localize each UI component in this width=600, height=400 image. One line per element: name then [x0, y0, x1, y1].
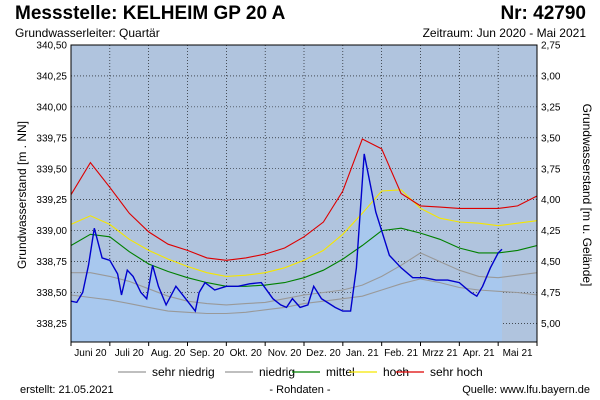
y-tick-label-left: 339,75 [36, 133, 67, 144]
x-tick-label: Jan. 21 [346, 348, 379, 359]
y-tick-label-left: 339,50 [36, 164, 67, 175]
axis-ticks: 338,25 5,00 338,50 4,75 338,75 4,50 339,00 4,25… [36, 41, 560, 360]
station-title: Messstelle: KELHEIM GP 20 A [15, 3, 286, 24]
legend-label: niedrig [259, 365, 295, 379]
source-link[interactable]: Quelle: www.lfu.bayern.de [462, 384, 590, 396]
x-tick-label: Apr. 21 [463, 348, 495, 359]
y-tick-label-left: 338,25 [36, 319, 67, 330]
y-tick-label-left: 339,00 [36, 226, 67, 237]
y-tick-label-left: 340,50 [36, 41, 67, 52]
period-label: Zeitraum: Jun 2020 - Mai 2021 [422, 26, 586, 40]
legend-label: mittel [326, 365, 355, 379]
legend: sehr niedrig niedrig mittel hoch sehr hoch [118, 365, 483, 379]
y-tick-label-right: 3,25 [541, 102, 561, 113]
y-tick-label-left: 340,00 [36, 102, 67, 113]
y-tick-label-left: 338,50 [36, 288, 67, 299]
series-line-mittel [71, 227, 537, 287]
series-line-sehr-hoch [71, 138, 537, 261]
x-tick-label: Okt. 20 [230, 348, 263, 359]
y-tick-label-right: 3,00 [541, 71, 561, 82]
y-tick-label-right: 3,75 [541, 164, 561, 175]
y-tick-label-right: 4,50 [541, 257, 561, 268]
series-line-hoch [71, 189, 537, 277]
legend-label: sehr hoch [430, 365, 483, 379]
y-tick-label-right: 5,00 [541, 319, 561, 330]
created-date: erstellt: 21.05.2021 [20, 384, 114, 396]
x-tick-label: Juni 20 [74, 348, 107, 359]
y-tick-label-right: 3,50 [541, 133, 561, 144]
x-tick-label: Nov. 20 [268, 348, 302, 359]
station-number: Nr: 42790 [500, 3, 586, 24]
x-tick-label: Mai 21 [503, 348, 533, 359]
x-tick-label: Feb. 21 [384, 348, 418, 359]
x-tick-label: Mrzz 21 [422, 348, 458, 359]
aquifer-label: Grundwasserleiter: Quartär [15, 26, 160, 40]
x-tick-label: Juli 20 [115, 348, 144, 359]
legend-label: sehr niedrig [152, 365, 215, 379]
x-tick-label: Aug. 20 [151, 348, 186, 359]
y-tick-label-left: 338,75 [36, 257, 67, 268]
series-layer [71, 138, 537, 342]
series-line-sehr-niedrig [71, 278, 537, 315]
y-tick-label-left: 339,25 [36, 195, 67, 206]
y-tick-label-right: 4,75 [541, 288, 561, 299]
y-axis-label-right: Grundwasserstand [m u. Gelände] [580, 104, 594, 287]
x-tick-label: Dez. 20 [306, 348, 341, 359]
raw-data-note: - Rohdaten - [269, 384, 331, 396]
y-tick-label-left: 340,25 [36, 71, 67, 82]
y-tick-label-right: 2,75 [541, 41, 561, 52]
y-tick-label-right: 4,25 [541, 226, 561, 237]
y-axis-label-left: Grundwasserstand [m . NN] [15, 121, 29, 269]
measured-line [71, 153, 503, 313]
measured-area [71, 153, 502, 342]
y-tick-label-right: 4,00 [541, 195, 561, 206]
x-tick-label: Sep. 20 [190, 348, 225, 359]
